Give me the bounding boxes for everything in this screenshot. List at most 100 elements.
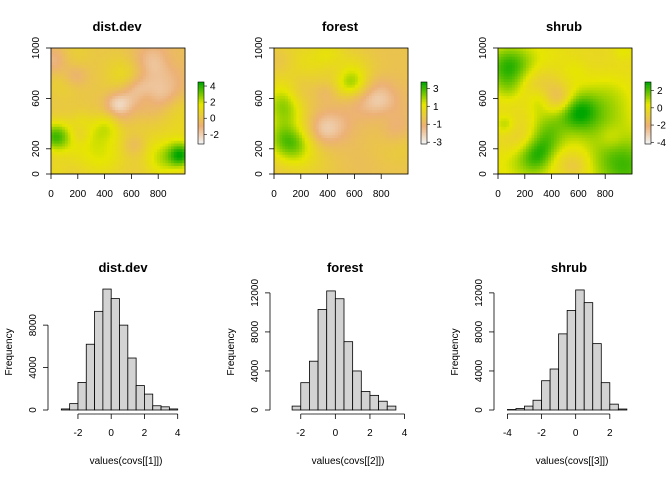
histogram-bar bbox=[600, 382, 611, 411]
histogram-bar bbox=[617, 408, 628, 411]
legend-colorbar: 2 0 -2 -4 bbox=[644, 81, 666, 149]
histogram-bar bbox=[77, 382, 87, 411]
x-tick-label: 600 bbox=[570, 189, 587, 200]
x-tick-label: 400 bbox=[319, 189, 336, 200]
y-tick-label: 1000 bbox=[478, 36, 489, 59]
legend-frame bbox=[420, 81, 428, 145]
histogram-bar bbox=[144, 393, 154, 411]
legend-tick-label: 2 bbox=[210, 98, 216, 109]
x-tick-label: 4 bbox=[175, 428, 181, 439]
x-tick-label: 400 bbox=[96, 189, 113, 200]
y-tick-label: 600 bbox=[478, 90, 489, 107]
legend-tick-label: -3 bbox=[433, 138, 442, 149]
histogram-bar bbox=[119, 324, 129, 411]
x-tick-label: 200 bbox=[69, 189, 86, 200]
histogram-bar bbox=[343, 341, 354, 411]
x-tick-label: 0 bbox=[271, 189, 277, 200]
histogram-bar bbox=[524, 405, 534, 411]
y-tick-label: 600 bbox=[31, 90, 42, 107]
legend-tick-label: 1 bbox=[433, 102, 439, 113]
panel-title: forest bbox=[327, 260, 364, 275]
x-tick-label: -2 bbox=[73, 428, 82, 439]
histogram-bars bbox=[507, 289, 628, 411]
histogram-panel-forest: forest -2 0 2 4 0 4000 8000 12000 values(covs[[2]… bbox=[226, 260, 408, 467]
legend-tick-label: -1 bbox=[433, 120, 442, 131]
x-tick-label: 0 bbox=[108, 428, 114, 439]
histogram-bar bbox=[85, 343, 95, 411]
x-axis-label: values(covs[[1]]) bbox=[90, 456, 163, 467]
histogram-bar bbox=[94, 310, 104, 411]
histogram-bar bbox=[317, 309, 328, 411]
histogram-bars bbox=[60, 288, 179, 411]
x-tick-label: 800 bbox=[373, 189, 390, 200]
legend-colorbar: 4 2 0 -2 bbox=[197, 81, 219, 145]
y-tick-label: 0 bbox=[474, 407, 485, 413]
raster-cells bbox=[51, 48, 186, 175]
panel-title: dist.dev bbox=[92, 19, 142, 34]
x-tick-label: 0 bbox=[48, 189, 54, 200]
histogram-bar bbox=[532, 399, 542, 411]
y-tick-label: 1000 bbox=[254, 36, 265, 59]
histogram-bar bbox=[575, 289, 585, 411]
legend-frame bbox=[644, 81, 652, 145]
y-tick-label: 600 bbox=[254, 90, 265, 107]
histogram-panel-dist-dev: dist.dev -2 0 2 4 0 4000 8000 values(covs[[1]]) F… bbox=[4, 260, 181, 467]
x-tick-label: 2 bbox=[607, 428, 613, 439]
histogram-bar bbox=[360, 391, 371, 411]
x-tick-label: 4 bbox=[402, 428, 408, 439]
histogram-bar bbox=[69, 403, 79, 411]
histogram-bar bbox=[102, 288, 112, 411]
histogram-bar bbox=[352, 370, 362, 411]
histogram-bar bbox=[566, 310, 577, 411]
x-tick-label: 800 bbox=[150, 189, 167, 200]
heatmap-panel-dist-dev: dist.dev 0 200 400 600 800 0 200 600 1000 4 2 0 -2 bbox=[31, 19, 219, 200]
panel-title: dist.dev bbox=[98, 260, 148, 275]
heatmap-panel-forest: forest 0 200 400 600 800 0 200 600 1000 3 1 -1 -3 bbox=[254, 19, 442, 200]
x-tick-label: 600 bbox=[346, 189, 363, 200]
legend-tick-label: 0 bbox=[210, 114, 216, 125]
histogram-bar bbox=[541, 380, 551, 411]
y-tick-label: 200 bbox=[254, 140, 265, 157]
legend-tick-label: 2 bbox=[657, 86, 663, 97]
panel-title: forest bbox=[322, 19, 359, 34]
y-axis-label: Frequency bbox=[450, 328, 461, 375]
legend-colorbar: 3 1 -1 -3 bbox=[420, 81, 442, 149]
x-tick-label: -2 bbox=[537, 428, 546, 439]
legend-tick-label: -2 bbox=[657, 121, 666, 132]
legend-tick-label: 4 bbox=[210, 82, 216, 93]
x-tick-label: -2 bbox=[296, 428, 305, 439]
y-tick-label: 8000 bbox=[474, 320, 485, 343]
x-tick-label: 600 bbox=[123, 189, 140, 200]
histogram-bar bbox=[135, 385, 145, 411]
x-tick-label: 200 bbox=[516, 189, 533, 200]
histogram-bar bbox=[300, 382, 310, 411]
raster-cells bbox=[274, 48, 409, 175]
y-tick-label: 12000 bbox=[474, 279, 485, 307]
y-tick-label: 0 bbox=[254, 171, 265, 177]
y-tick-label: 1000 bbox=[31, 36, 42, 59]
histogram-bar bbox=[110, 298, 120, 411]
histogram-bar bbox=[369, 394, 380, 411]
x-tick-label: 2 bbox=[367, 428, 373, 439]
histogram-bar bbox=[515, 408, 525, 411]
legend-frame bbox=[197, 81, 205, 145]
x-tick-label: 0 bbox=[333, 428, 339, 439]
histogram-bar bbox=[160, 406, 170, 411]
histogram-bar bbox=[152, 405, 162, 411]
histogram-bar bbox=[291, 405, 302, 411]
histogram-bar bbox=[334, 298, 345, 411]
legend-tick-label: 3 bbox=[433, 84, 439, 95]
x-tick-label: -4 bbox=[503, 428, 512, 439]
y-tick-label: 0 bbox=[31, 171, 42, 177]
y-tick-label: 4000 bbox=[28, 356, 39, 379]
panel-title: shrub bbox=[546, 19, 582, 34]
histogram-bar bbox=[326, 290, 336, 411]
y-tick-label: 0 bbox=[478, 171, 489, 177]
x-tick-label: 0 bbox=[573, 428, 579, 439]
y-tick-label: 200 bbox=[31, 140, 42, 157]
y-tick-label: 0 bbox=[250, 407, 261, 413]
y-tick-label: 8000 bbox=[28, 314, 39, 337]
y-tick-label: 8000 bbox=[250, 320, 261, 343]
histogram-bars bbox=[291, 290, 397, 411]
